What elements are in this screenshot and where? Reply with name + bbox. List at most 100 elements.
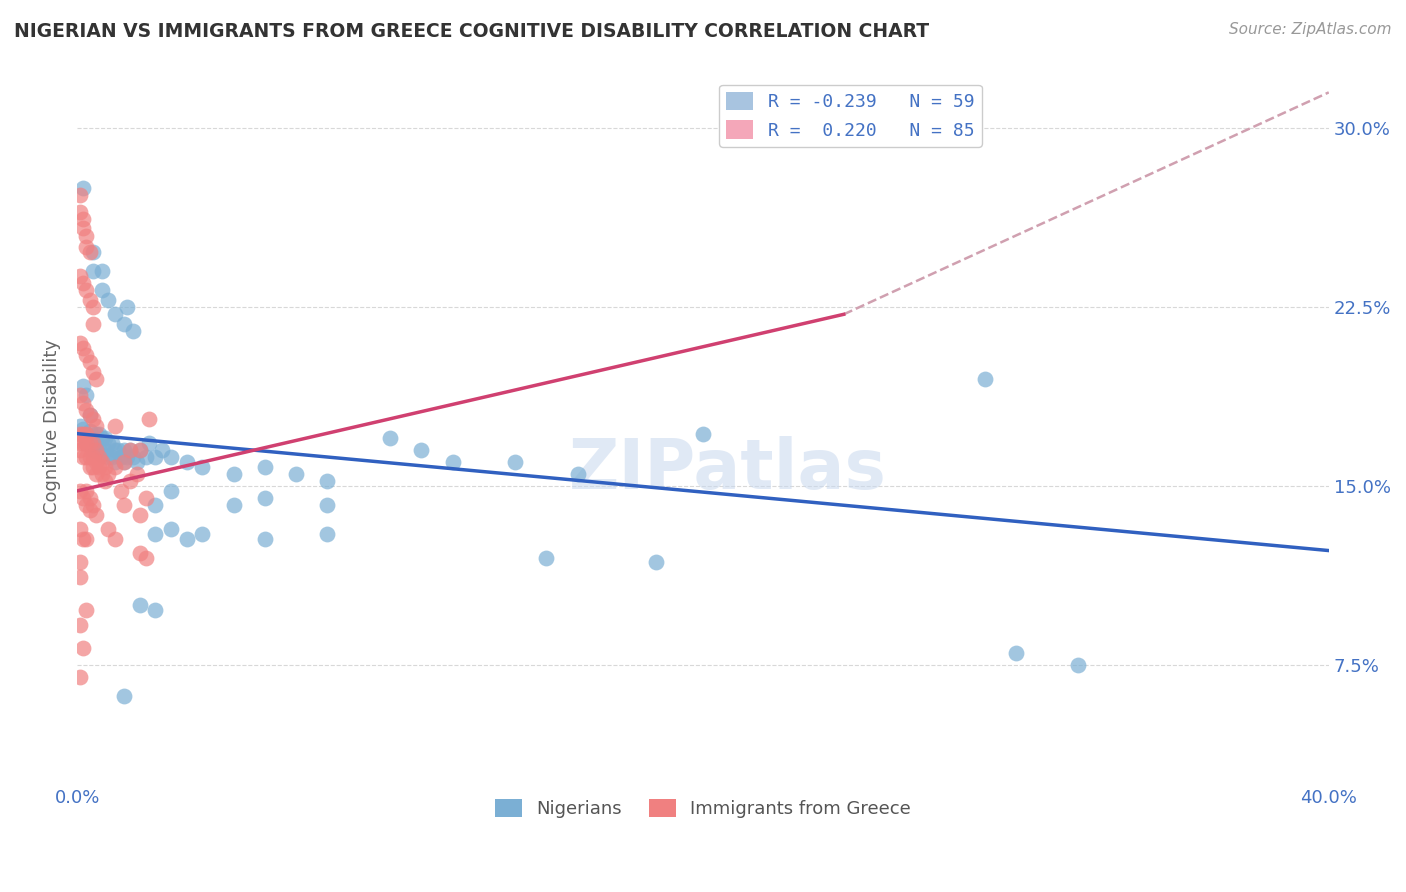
Y-axis label: Cognitive Disability: Cognitive Disability [44, 339, 60, 514]
Point [79, 436, 101, 450]
Point [76, 603, 98, 617]
Point [285, 467, 308, 482]
Point [104, 532, 127, 546]
Point [79, 408, 101, 422]
Point [79, 293, 101, 307]
Point [82, 300, 104, 314]
Point [411, 443, 433, 458]
Point [128, 508, 150, 522]
Point [72, 641, 94, 656]
Point [79, 424, 101, 438]
Point [76, 436, 98, 450]
Point [69, 556, 91, 570]
Point [253, 532, 276, 546]
Point [82, 431, 104, 445]
Point [91, 455, 114, 469]
Point [112, 443, 135, 458]
Point [82, 365, 104, 379]
Point [82, 436, 104, 450]
Point [69, 388, 91, 402]
Point [143, 526, 166, 541]
Point [94, 475, 117, 489]
Point [69, 269, 91, 284]
Point [112, 455, 135, 469]
Point [100, 436, 122, 450]
Point [82, 498, 104, 512]
Point [87, 443, 110, 458]
Point [76, 483, 98, 498]
Point [128, 599, 150, 613]
Point [115, 450, 138, 465]
Point [76, 436, 98, 450]
Point [1067, 658, 1090, 673]
Point [97, 436, 120, 450]
Point [69, 522, 91, 536]
Point [76, 532, 98, 546]
Point [112, 317, 135, 331]
Point [69, 188, 91, 202]
Point [135, 491, 157, 505]
Point [76, 426, 98, 441]
Point [79, 355, 101, 369]
Point [82, 245, 104, 260]
Point [69, 483, 91, 498]
Point [84, 508, 107, 522]
Point [567, 467, 589, 482]
Point [87, 450, 110, 465]
Point [176, 455, 198, 469]
Point [112, 498, 135, 512]
Point [69, 426, 91, 441]
Point [378, 431, 401, 445]
Point [91, 448, 114, 462]
Point [82, 460, 104, 475]
Point [76, 388, 98, 402]
Point [82, 317, 104, 331]
Point [128, 443, 150, 458]
Point [79, 503, 101, 517]
Point [316, 498, 339, 512]
Point [120, 443, 142, 458]
Point [973, 372, 995, 386]
Point [253, 491, 276, 505]
Point [76, 402, 98, 417]
Point [76, 284, 98, 298]
Point [143, 498, 166, 512]
Point [122, 324, 145, 338]
Point [135, 550, 157, 565]
Point [69, 670, 91, 684]
Point [125, 467, 148, 482]
Point [72, 277, 94, 291]
Point [645, 556, 668, 570]
Point [72, 181, 94, 195]
Point [503, 455, 526, 469]
Point [72, 395, 94, 409]
Point [97, 293, 120, 307]
Point [76, 450, 98, 465]
Point [69, 419, 91, 434]
Point [79, 450, 101, 465]
Point [97, 467, 120, 482]
Point [72, 532, 94, 546]
Point [72, 221, 94, 235]
Point [76, 426, 98, 441]
Point [72, 422, 94, 436]
Point [84, 372, 107, 386]
Point [69, 617, 91, 632]
Point [110, 483, 132, 498]
Point [316, 526, 339, 541]
Point [84, 426, 107, 441]
Point [69, 570, 91, 584]
Point [104, 455, 127, 469]
Point [222, 498, 245, 512]
Point [104, 443, 127, 458]
Point [72, 491, 94, 505]
Text: NIGERIAN VS IMMIGRANTS FROM GREECE COGNITIVE DISABILITY CORRELATION CHART: NIGERIAN VS IMMIGRANTS FROM GREECE COGNI… [14, 22, 929, 41]
Point [82, 450, 104, 465]
Point [82, 443, 104, 458]
Point [191, 460, 214, 475]
Point [176, 532, 198, 546]
Point [84, 467, 107, 482]
Point [91, 264, 114, 278]
Point [120, 475, 142, 489]
Point [1005, 646, 1028, 660]
